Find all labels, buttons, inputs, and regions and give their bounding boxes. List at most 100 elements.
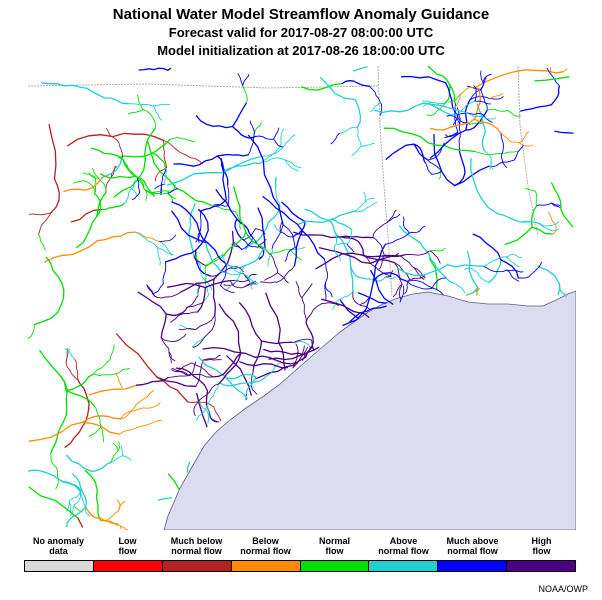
legend-label-line2: flow — [325, 546, 344, 556]
river-segment — [50, 178, 60, 214]
river-segment — [350, 265, 371, 280]
river-segment — [474, 151, 501, 156]
river-segment — [63, 176, 104, 193]
river-segment — [335, 233, 352, 268]
river-segment — [213, 204, 229, 207]
river-segment — [231, 125, 257, 139]
legend-label: Below normal flow — [231, 536, 300, 556]
river-segment — [295, 343, 299, 355]
river-segment — [394, 255, 415, 269]
river-segment — [180, 278, 215, 293]
river-segment — [483, 149, 492, 162]
streamflow-map[interactable] — [27, 65, 577, 531]
river-segment — [84, 180, 96, 195]
river-segment — [284, 246, 296, 262]
river-segment — [363, 191, 366, 203]
river-segment — [167, 67, 172, 71]
river-segment — [488, 159, 515, 168]
river-segment — [426, 112, 436, 117]
river-segment — [340, 235, 374, 239]
legend-label-line2: flow — [532, 546, 551, 556]
legend-swatch — [162, 561, 232, 571]
river-segment — [50, 421, 64, 454]
river-segment — [359, 304, 371, 311]
river-segment — [433, 133, 456, 187]
river-segment — [101, 202, 126, 211]
river-segment — [156, 376, 197, 387]
river-segment — [119, 425, 146, 435]
river-segment — [488, 259, 502, 284]
river-segment — [293, 230, 304, 267]
river-segment — [131, 191, 141, 200]
river-segment — [489, 93, 504, 100]
river-segment — [113, 159, 146, 198]
river-segment — [464, 267, 477, 272]
river-segment — [292, 220, 306, 238]
river-segment — [519, 220, 545, 227]
legend-label-line2: normal flow — [378, 546, 429, 556]
river-segment — [445, 131, 459, 138]
river-segment — [284, 159, 299, 172]
river-segment — [144, 127, 156, 161]
river-segment — [500, 259, 519, 279]
river-segment — [38, 234, 46, 251]
river-segment — [202, 358, 222, 361]
river-segment — [146, 140, 178, 190]
river-segment — [137, 291, 167, 315]
river-segment — [195, 115, 234, 129]
river-segment — [27, 469, 61, 482]
river-segment — [124, 188, 132, 204]
river-segment — [352, 290, 361, 306]
river-segment — [215, 189, 238, 220]
river-segment — [223, 281, 237, 286]
river-segment — [195, 208, 209, 252]
river-segment — [202, 346, 256, 358]
map-title: National Water Model Streamflow Anomaly … — [0, 6, 602, 60]
river-segment — [119, 401, 141, 420]
river-segment — [505, 253, 522, 258]
river-segment — [117, 441, 120, 452]
river-segment — [178, 327, 197, 331]
river-segment — [543, 226, 560, 232]
river-segment — [452, 282, 466, 294]
river-segment — [336, 242, 348, 246]
river-segment — [175, 362, 193, 372]
river-segment — [318, 247, 372, 265]
river-segment — [152, 283, 164, 295]
river-segment — [273, 224, 281, 233]
river-segment — [150, 138, 171, 155]
river-segment — [85, 506, 106, 522]
river-segment — [386, 213, 401, 223]
river-segment — [84, 506, 90, 517]
river-segment — [431, 277, 447, 289]
river-segment — [281, 201, 306, 223]
river-segment — [504, 226, 533, 246]
river-segment — [244, 247, 266, 267]
river-segment — [408, 225, 426, 234]
legend-label-line1: Normal — [318, 536, 350, 546]
river-segment — [271, 224, 284, 250]
river-segment — [546, 67, 552, 75]
legend-label-line2: normal flow — [240, 546, 291, 556]
credit-label: NOAA/OWP — [538, 584, 588, 594]
river-segment — [166, 172, 224, 186]
legend-swatch — [231, 561, 301, 571]
river-segment — [354, 98, 362, 128]
river-segment — [304, 208, 332, 223]
legend-label-line1: Low — [118, 536, 137, 546]
river-segment — [154, 167, 167, 182]
river-segment — [364, 313, 370, 318]
river-segment — [517, 271, 535, 279]
river-segment — [550, 74, 560, 87]
river-segment — [220, 263, 227, 287]
river-segment — [338, 126, 358, 134]
river-segment — [534, 190, 538, 207]
river-segment — [340, 236, 364, 255]
river-segment — [72, 473, 88, 508]
legend-label: No anomaly data — [24, 536, 93, 556]
river-segment — [199, 263, 206, 281]
river-segment — [252, 389, 258, 395]
river-segment — [384, 276, 397, 279]
river-segment — [473, 88, 482, 120]
river-segment — [138, 67, 169, 71]
